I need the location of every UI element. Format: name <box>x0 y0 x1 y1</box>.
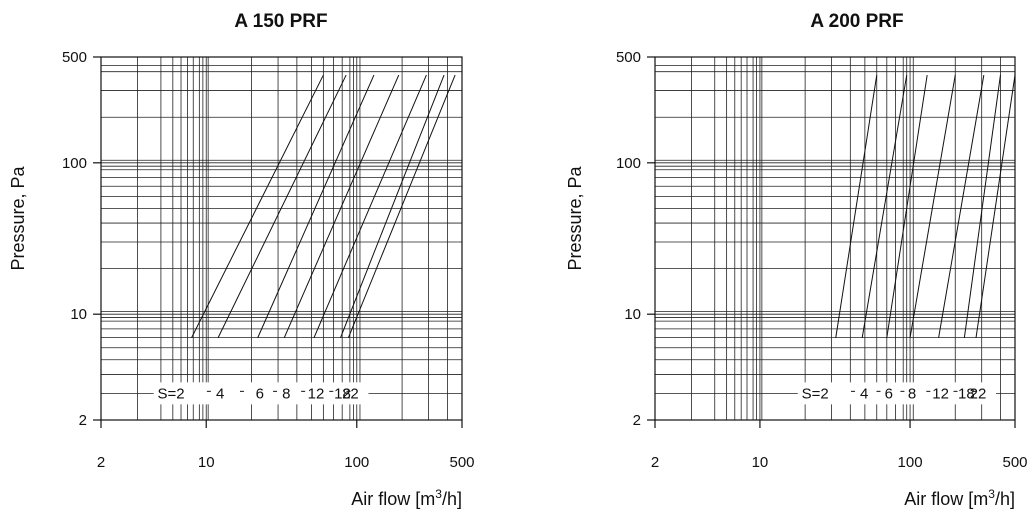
series-label: 4 <box>216 385 224 402</box>
series-line-2 <box>861 74 908 338</box>
x-tick-label: 500 <box>449 454 474 471</box>
series-label: 4 <box>860 385 868 402</box>
y-tick-label: 10 <box>70 306 87 323</box>
series-line-3 <box>886 74 928 338</box>
y-tick-label: 100 <box>616 155 641 172</box>
series-label: 22 <box>342 385 359 402</box>
series-label: 8 <box>282 385 290 402</box>
y-tick-label: 10 <box>624 306 641 323</box>
y-tick-label: 2 <box>79 412 87 429</box>
series-label: 6 <box>885 385 893 402</box>
series-label: S=2 <box>802 385 829 402</box>
series-line-4 <box>909 74 956 338</box>
x-axis-label-superscript: 3 <box>435 487 442 501</box>
chart-svg-a150: A 150 PRF 2 10 100 500 2 10 100 500 Pressure, Pa A… <box>8 11 475 509</box>
chart-svg-a200: A 200 PRF 2 10 100 500 2 10 100 500 Pressure, Pa A… <box>565 11 1028 509</box>
x-axis-label-end: /h] <box>995 489 1015 509</box>
x-tick-label: 100 <box>344 454 369 471</box>
plot-frame <box>100 56 463 421</box>
x-tick-label: 2 <box>97 454 105 471</box>
x-axis-label: Air flow [m3/h] <box>904 487 1015 509</box>
x-tick-label: 100 <box>898 454 923 471</box>
x-axis-label-main: Air flow [m <box>904 489 988 509</box>
x-tick-label: 500 <box>1002 454 1027 471</box>
chart-title: A 150 PRF <box>234 11 327 32</box>
x-axis-label-main: Air flow [m <box>351 489 435 509</box>
series-line-2 <box>217 74 347 338</box>
series-label-strip <box>797 382 997 405</box>
x-tick-label: 2 <box>651 454 659 471</box>
x-tick-label: 10 <box>752 454 769 471</box>
y-axis-label: Pressure, Pa <box>8 165 28 270</box>
series-label: S=2 <box>158 385 185 402</box>
chart-panel-a200: A 200 PRF 2 10 100 500 2 10 100 500 Pressure, Pa A… <box>517 0 1035 514</box>
series-line-1 <box>835 74 878 338</box>
series-line-6 <box>963 74 1001 338</box>
x-axis-label-end: /h] <box>442 489 462 509</box>
series-label: 18 <box>334 385 351 402</box>
series-line-7 <box>347 74 456 338</box>
y-tick-label: 500 <box>62 49 87 66</box>
series-label: 6 <box>256 385 264 402</box>
series-label: 22 <box>970 385 987 402</box>
series-label: 8 <box>908 385 916 402</box>
y-tick-label: 100 <box>62 155 87 172</box>
series-line-5 <box>938 74 985 338</box>
series-label: 12 <box>932 385 949 402</box>
series-line-3 <box>257 74 375 338</box>
x-axis-label-superscript: 3 <box>988 487 995 501</box>
series-line-1 <box>191 74 324 338</box>
series-label: 12 <box>308 385 325 402</box>
y-axis-label: Pressure, Pa <box>565 165 585 270</box>
y-tick-label: 500 <box>616 49 641 66</box>
series-line-4 <box>283 74 400 338</box>
chart-title: A 200 PRF <box>810 11 903 32</box>
plot-frame <box>654 56 1016 421</box>
series-label: 18 <box>958 385 975 402</box>
x-axis-label: Air flow [m3/h] <box>351 487 462 509</box>
series-line-5 <box>313 74 427 338</box>
chart-panel-a150: A 150 PRF 2 10 100 500 2 10 100 500 Pressure, Pa A… <box>0 0 517 514</box>
series-label-strip <box>153 382 369 405</box>
series-line-7 <box>975 74 1016 338</box>
series-line-6 <box>340 74 445 338</box>
y-tick-label: 2 <box>633 412 641 429</box>
x-tick-label: 10 <box>198 454 215 471</box>
